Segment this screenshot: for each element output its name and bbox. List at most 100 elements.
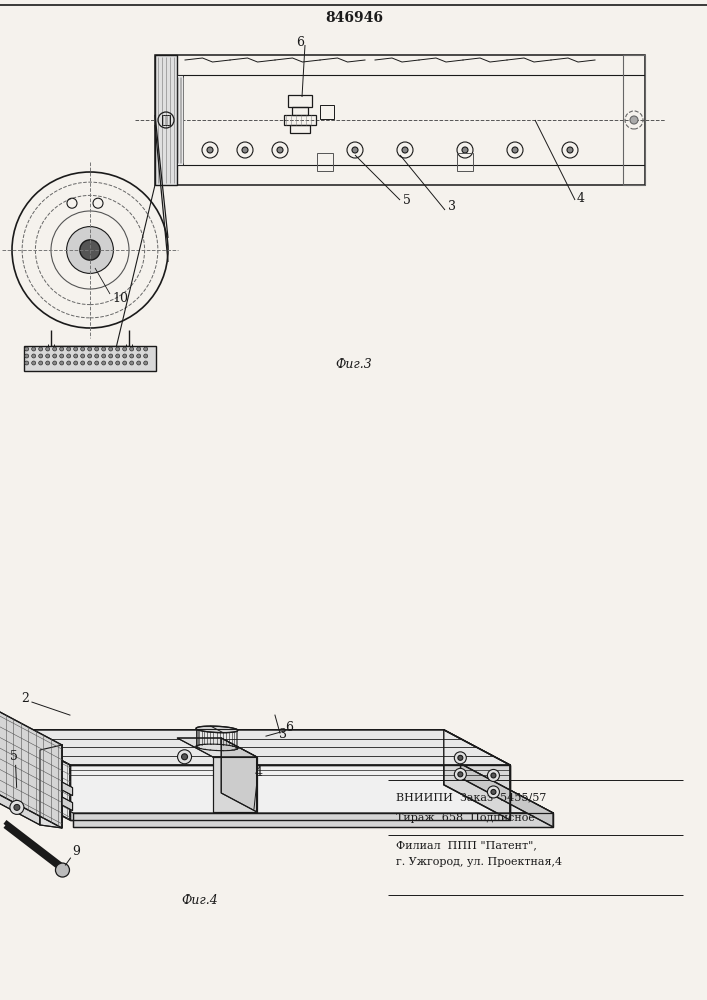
Circle shape — [10, 800, 24, 814]
Circle shape — [66, 361, 71, 365]
Polygon shape — [70, 765, 510, 820]
Circle shape — [80, 240, 100, 260]
Text: 5: 5 — [10, 750, 18, 763]
Polygon shape — [460, 764, 554, 827]
Polygon shape — [177, 738, 257, 757]
Text: ВНИИПИ  Заказ  5455/57: ВНИИПИ Заказ 5455/57 — [396, 793, 547, 803]
Circle shape — [144, 354, 148, 358]
Text: 10: 10 — [112, 292, 128, 304]
Text: 3: 3 — [279, 728, 287, 741]
Text: 6: 6 — [296, 35, 304, 48]
Polygon shape — [4, 730, 510, 765]
Circle shape — [88, 361, 92, 365]
Circle shape — [46, 347, 49, 351]
Circle shape — [46, 361, 49, 365]
Circle shape — [66, 227, 113, 273]
Circle shape — [512, 147, 518, 153]
Circle shape — [458, 772, 463, 777]
Circle shape — [116, 354, 119, 358]
Circle shape — [25, 354, 29, 358]
Text: 6: 6 — [285, 721, 293, 734]
Bar — [284, 115, 316, 125]
Circle shape — [277, 147, 283, 153]
Circle shape — [88, 347, 92, 351]
Text: 5: 5 — [403, 194, 411, 207]
Circle shape — [59, 347, 64, 351]
Text: Филиал  ППП "Патент",: Филиал ППП "Патент", — [396, 840, 537, 850]
Circle shape — [53, 347, 57, 351]
Text: 846946: 846946 — [325, 11, 383, 25]
Circle shape — [59, 361, 64, 365]
Text: Фиг.4: Фиг.4 — [182, 894, 218, 906]
Circle shape — [462, 147, 468, 153]
Text: 4: 4 — [577, 192, 585, 205]
Polygon shape — [0, 764, 554, 813]
Circle shape — [32, 361, 35, 365]
Text: 2: 2 — [21, 692, 29, 705]
Circle shape — [491, 773, 496, 778]
Circle shape — [136, 361, 141, 365]
Circle shape — [487, 786, 499, 798]
Circle shape — [144, 361, 148, 365]
Bar — [177, 75, 183, 165]
Polygon shape — [4, 730, 70, 820]
Circle shape — [458, 755, 463, 760]
Circle shape — [74, 361, 78, 365]
Circle shape — [53, 354, 57, 358]
Circle shape — [55, 863, 69, 877]
Bar — [24, 346, 156, 371]
Circle shape — [402, 147, 408, 153]
Circle shape — [39, 361, 42, 365]
Polygon shape — [444, 730, 510, 820]
Circle shape — [39, 354, 42, 358]
Circle shape — [177, 750, 192, 764]
Circle shape — [182, 754, 187, 760]
Bar — [457, 153, 473, 171]
Text: 9: 9 — [73, 845, 81, 858]
Text: 4: 4 — [255, 766, 263, 779]
Bar — [288, 95, 312, 107]
Circle shape — [74, 347, 78, 351]
Circle shape — [102, 354, 106, 358]
Circle shape — [66, 347, 71, 351]
Circle shape — [32, 347, 35, 351]
Circle shape — [487, 769, 499, 781]
Circle shape — [455, 768, 467, 780]
Bar — [155, 55, 177, 185]
Circle shape — [129, 347, 134, 351]
Circle shape — [109, 361, 112, 365]
Circle shape — [25, 347, 29, 351]
Polygon shape — [221, 738, 257, 812]
Bar — [623, 55, 645, 185]
Polygon shape — [0, 710, 40, 825]
Text: Фиг.3: Фиг.3 — [336, 359, 373, 371]
Circle shape — [81, 347, 85, 351]
Text: г. Ужгород, ул. Проектная,4: г. Ужгород, ул. Проектная,4 — [396, 857, 562, 867]
Circle shape — [352, 147, 358, 153]
Circle shape — [109, 347, 112, 351]
Polygon shape — [62, 797, 73, 811]
Circle shape — [567, 147, 573, 153]
Circle shape — [129, 361, 134, 365]
Circle shape — [136, 347, 141, 351]
Circle shape — [59, 354, 64, 358]
Circle shape — [123, 361, 127, 365]
Circle shape — [242, 147, 248, 153]
Circle shape — [39, 347, 42, 351]
Polygon shape — [0, 705, 62, 828]
Circle shape — [95, 361, 99, 365]
Circle shape — [66, 354, 71, 358]
Circle shape — [116, 347, 119, 351]
Circle shape — [81, 361, 85, 365]
Circle shape — [116, 361, 119, 365]
Polygon shape — [40, 745, 62, 828]
Circle shape — [144, 347, 148, 351]
Text: Тираж  658  Подписное: Тираж 658 Подписное — [396, 813, 535, 823]
Circle shape — [207, 147, 213, 153]
Circle shape — [102, 361, 106, 365]
Circle shape — [123, 347, 127, 351]
Circle shape — [102, 347, 106, 351]
Circle shape — [32, 354, 35, 358]
Circle shape — [53, 361, 57, 365]
Circle shape — [46, 354, 49, 358]
